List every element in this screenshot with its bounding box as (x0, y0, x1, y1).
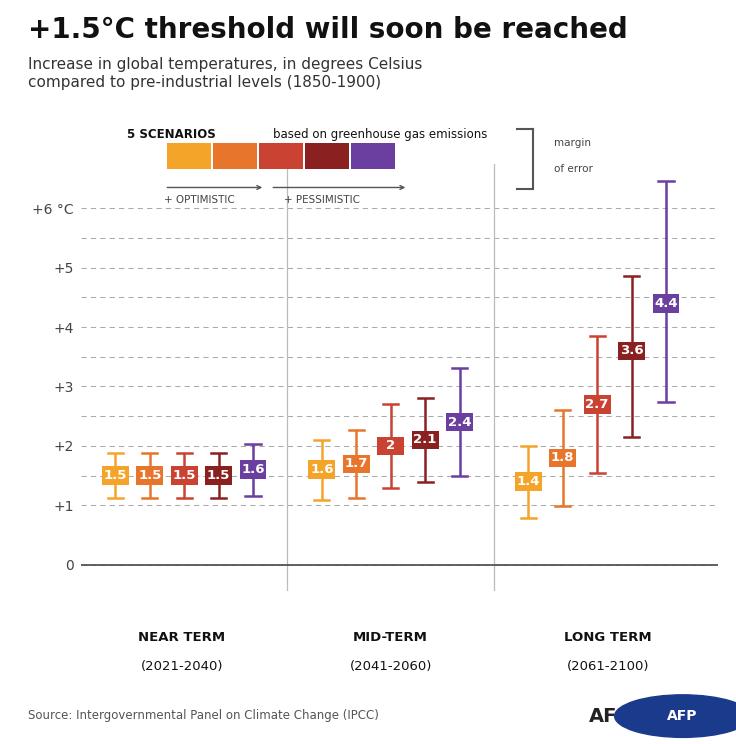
Bar (515, 472, 542, 491)
Text: 2: 2 (386, 440, 395, 452)
Text: 2.7: 2.7 (585, 398, 609, 411)
Text: 1.4: 1.4 (517, 475, 540, 488)
Text: (2021-2040): (2021-2040) (141, 659, 223, 673)
Text: 1.5: 1.5 (207, 469, 230, 482)
Bar (167, 143, 210, 169)
Text: 3.6: 3.6 (620, 344, 643, 357)
Text: 1.5: 1.5 (138, 469, 161, 482)
Text: 2.1: 2.1 (414, 434, 436, 446)
Bar (240, 461, 266, 479)
Bar (308, 461, 336, 479)
Bar (136, 466, 163, 485)
Text: 4.4: 4.4 (654, 297, 678, 310)
Text: + OPTIMISTIC: + OPTIMISTIC (164, 196, 236, 205)
Circle shape (615, 695, 736, 737)
Text: margin: margin (554, 138, 591, 148)
Bar (171, 466, 198, 485)
Text: 1.7: 1.7 (344, 458, 368, 470)
Text: 1.6: 1.6 (310, 464, 333, 476)
Text: AFP: AFP (668, 709, 698, 723)
Text: Source: Intergovernmental Panel on Climate Change (IPCC): Source: Intergovernmental Panel on Clima… (28, 709, 379, 722)
Bar (343, 455, 369, 473)
Bar (102, 466, 129, 485)
Text: Increase in global temperatures, in degrees Celsius: Increase in global temperatures, in degr… (28, 57, 422, 71)
Text: LONG TERM: LONG TERM (565, 631, 652, 644)
Text: MID-TERM: MID-TERM (353, 631, 428, 644)
Bar (411, 431, 439, 449)
Text: (2061-2100): (2061-2100) (567, 659, 649, 673)
Text: NEAR TERM: NEAR TERM (138, 631, 225, 644)
Text: compared to pre-industrial levels (1850-1900): compared to pre-industrial levels (1850-… (28, 75, 381, 90)
Text: 1.6: 1.6 (241, 464, 265, 476)
Text: (2041-2060): (2041-2060) (350, 659, 432, 673)
Bar (446, 413, 473, 432)
Bar (653, 294, 679, 312)
Text: 1.8: 1.8 (551, 452, 575, 464)
Bar (352, 143, 395, 169)
Bar (305, 143, 349, 169)
Bar (213, 143, 257, 169)
Bar (584, 395, 611, 414)
Bar (205, 466, 232, 485)
Text: 1.5: 1.5 (172, 469, 196, 482)
Bar (618, 341, 645, 360)
Bar (549, 449, 576, 467)
Bar (259, 143, 302, 169)
Text: +1.5°C threshold will soon be reached: +1.5°C threshold will soon be reached (28, 16, 628, 45)
Text: 2.4: 2.4 (447, 416, 471, 429)
Text: based on greenhouse gas emissions: based on greenhouse gas emissions (273, 128, 487, 141)
Text: 5 SCENARIOS: 5 SCENARIOS (127, 128, 216, 141)
Bar (378, 437, 404, 455)
Text: AFP: AFP (589, 707, 631, 725)
Text: + PESSIMISTIC: + PESSIMISTIC (283, 196, 360, 205)
Text: of error: of error (554, 164, 592, 173)
Text: 1.5: 1.5 (104, 469, 127, 482)
